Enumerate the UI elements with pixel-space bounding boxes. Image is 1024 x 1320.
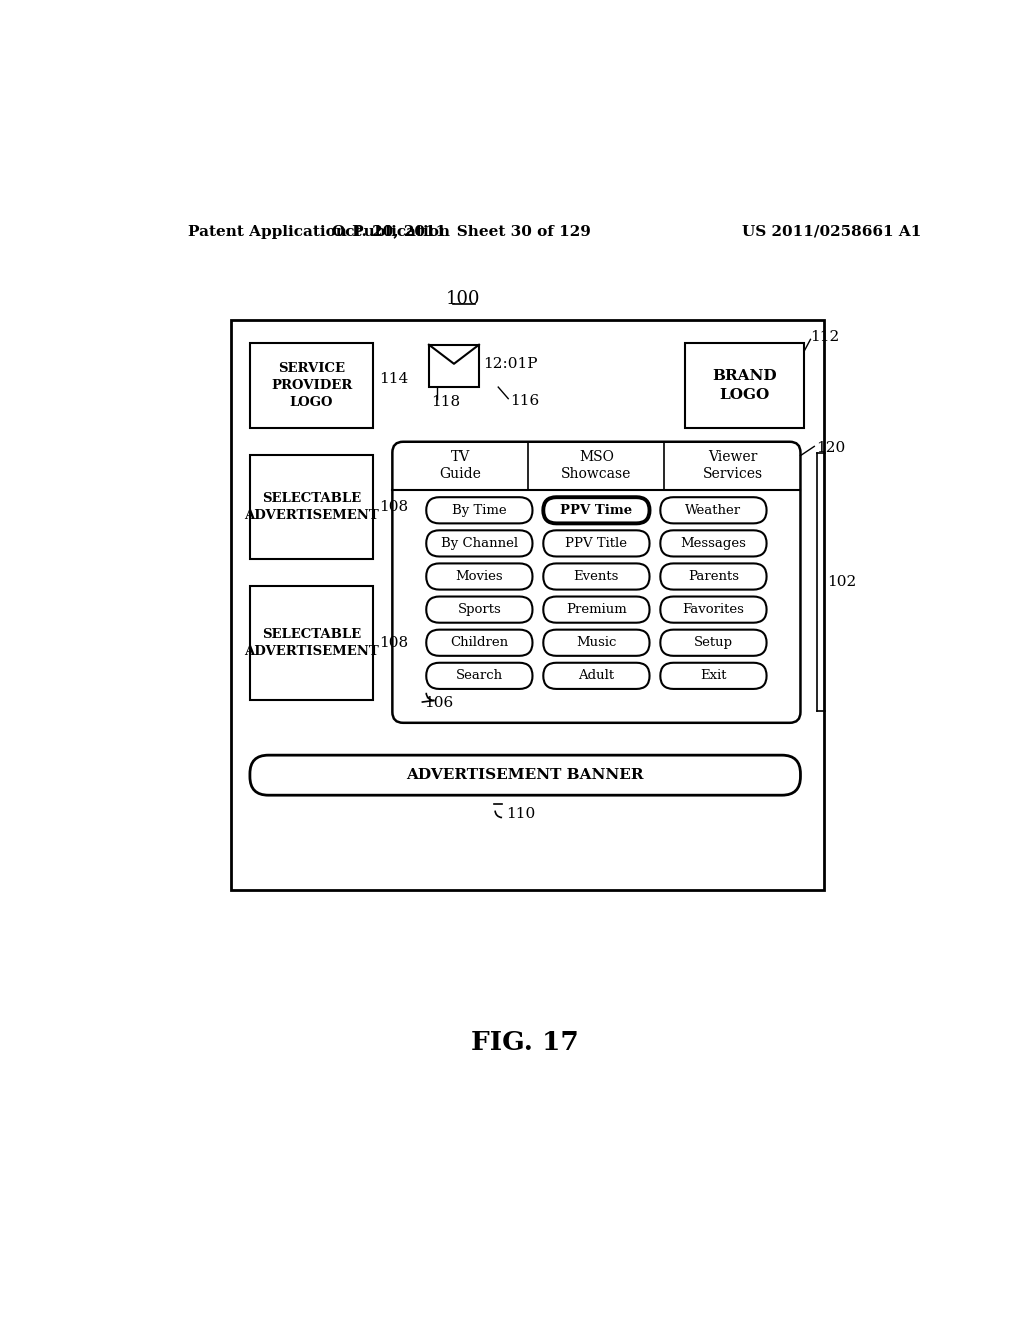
Text: 116: 116 xyxy=(510,393,539,408)
Text: 114: 114 xyxy=(379,372,409,387)
Text: Oct. 20, 2011  Sheet 30 of 129: Oct. 20, 2011 Sheet 30 of 129 xyxy=(332,224,591,239)
FancyBboxPatch shape xyxy=(426,564,532,590)
FancyBboxPatch shape xyxy=(660,498,767,524)
Text: Sports: Sports xyxy=(458,603,501,616)
Bar xyxy=(250,455,373,558)
FancyBboxPatch shape xyxy=(544,564,649,590)
Text: SELECTABLE
ADVERTISEMENT: SELECTABLE ADVERTISEMENT xyxy=(244,492,379,521)
FancyBboxPatch shape xyxy=(544,531,649,557)
Text: 108: 108 xyxy=(379,500,409,513)
Text: 100: 100 xyxy=(445,289,480,308)
Text: Premium: Premium xyxy=(566,603,627,616)
FancyBboxPatch shape xyxy=(426,498,532,524)
FancyBboxPatch shape xyxy=(426,597,532,623)
Text: Messages: Messages xyxy=(681,537,746,550)
Text: Events: Events xyxy=(573,570,620,583)
Text: Movies: Movies xyxy=(456,570,503,583)
Text: PPV Title: PPV Title xyxy=(565,537,628,550)
Text: 12:01P: 12:01P xyxy=(483,356,538,371)
Text: 118: 118 xyxy=(431,396,461,409)
FancyBboxPatch shape xyxy=(250,755,801,795)
FancyBboxPatch shape xyxy=(426,663,532,689)
Text: Adult: Adult xyxy=(579,669,614,682)
Text: Viewer
Services: Viewer Services xyxy=(702,450,763,482)
Text: FIG. 17: FIG. 17 xyxy=(471,1030,579,1055)
Text: 106: 106 xyxy=(424,696,454,710)
FancyBboxPatch shape xyxy=(660,531,767,557)
FancyBboxPatch shape xyxy=(660,630,767,656)
Text: Weather: Weather xyxy=(685,504,741,517)
FancyBboxPatch shape xyxy=(426,531,532,557)
Text: MSO
Showcase: MSO Showcase xyxy=(561,450,632,482)
Text: US 2011/0258661 A1: US 2011/0258661 A1 xyxy=(741,224,921,239)
Text: TV
Guide: TV Guide xyxy=(439,450,481,482)
Text: Children: Children xyxy=(451,636,509,649)
Text: BRAND
LOGO: BRAND LOGO xyxy=(713,370,777,401)
FancyBboxPatch shape xyxy=(426,630,532,656)
Text: PPV Time: PPV Time xyxy=(560,504,633,517)
FancyBboxPatch shape xyxy=(544,597,649,623)
Text: SELECTABLE
ADVERTISEMENT: SELECTABLE ADVERTISEMENT xyxy=(244,628,379,657)
Text: By Time: By Time xyxy=(452,504,507,517)
Text: Favorites: Favorites xyxy=(683,603,744,616)
Text: Patent Application Publication: Patent Application Publication xyxy=(188,224,451,239)
FancyBboxPatch shape xyxy=(544,498,649,524)
FancyBboxPatch shape xyxy=(660,663,767,689)
Text: Music: Music xyxy=(577,636,616,649)
Text: 108: 108 xyxy=(379,636,409,649)
Text: 110: 110 xyxy=(506,808,536,821)
Text: By Channel: By Channel xyxy=(440,537,518,550)
Bar xyxy=(685,343,804,428)
Text: 102: 102 xyxy=(826,576,856,589)
Bar xyxy=(250,586,373,700)
Text: Search: Search xyxy=(456,669,503,682)
Bar xyxy=(250,343,373,428)
Text: Setup: Setup xyxy=(694,636,733,649)
Text: 112: 112 xyxy=(810,330,840,345)
Text: ADVERTISEMENT BANNER: ADVERTISEMENT BANNER xyxy=(407,768,644,783)
Bar xyxy=(429,345,479,387)
FancyBboxPatch shape xyxy=(660,564,767,590)
FancyBboxPatch shape xyxy=(544,630,649,656)
FancyBboxPatch shape xyxy=(392,442,801,723)
FancyBboxPatch shape xyxy=(544,663,649,689)
Text: SERVICE
PROVIDER
LOGO: SERVICE PROVIDER LOGO xyxy=(271,362,352,409)
Text: Exit: Exit xyxy=(700,669,727,682)
Bar xyxy=(230,321,823,890)
Text: Parents: Parents xyxy=(688,570,739,583)
Text: 120: 120 xyxy=(816,441,845,455)
FancyBboxPatch shape xyxy=(660,597,767,623)
